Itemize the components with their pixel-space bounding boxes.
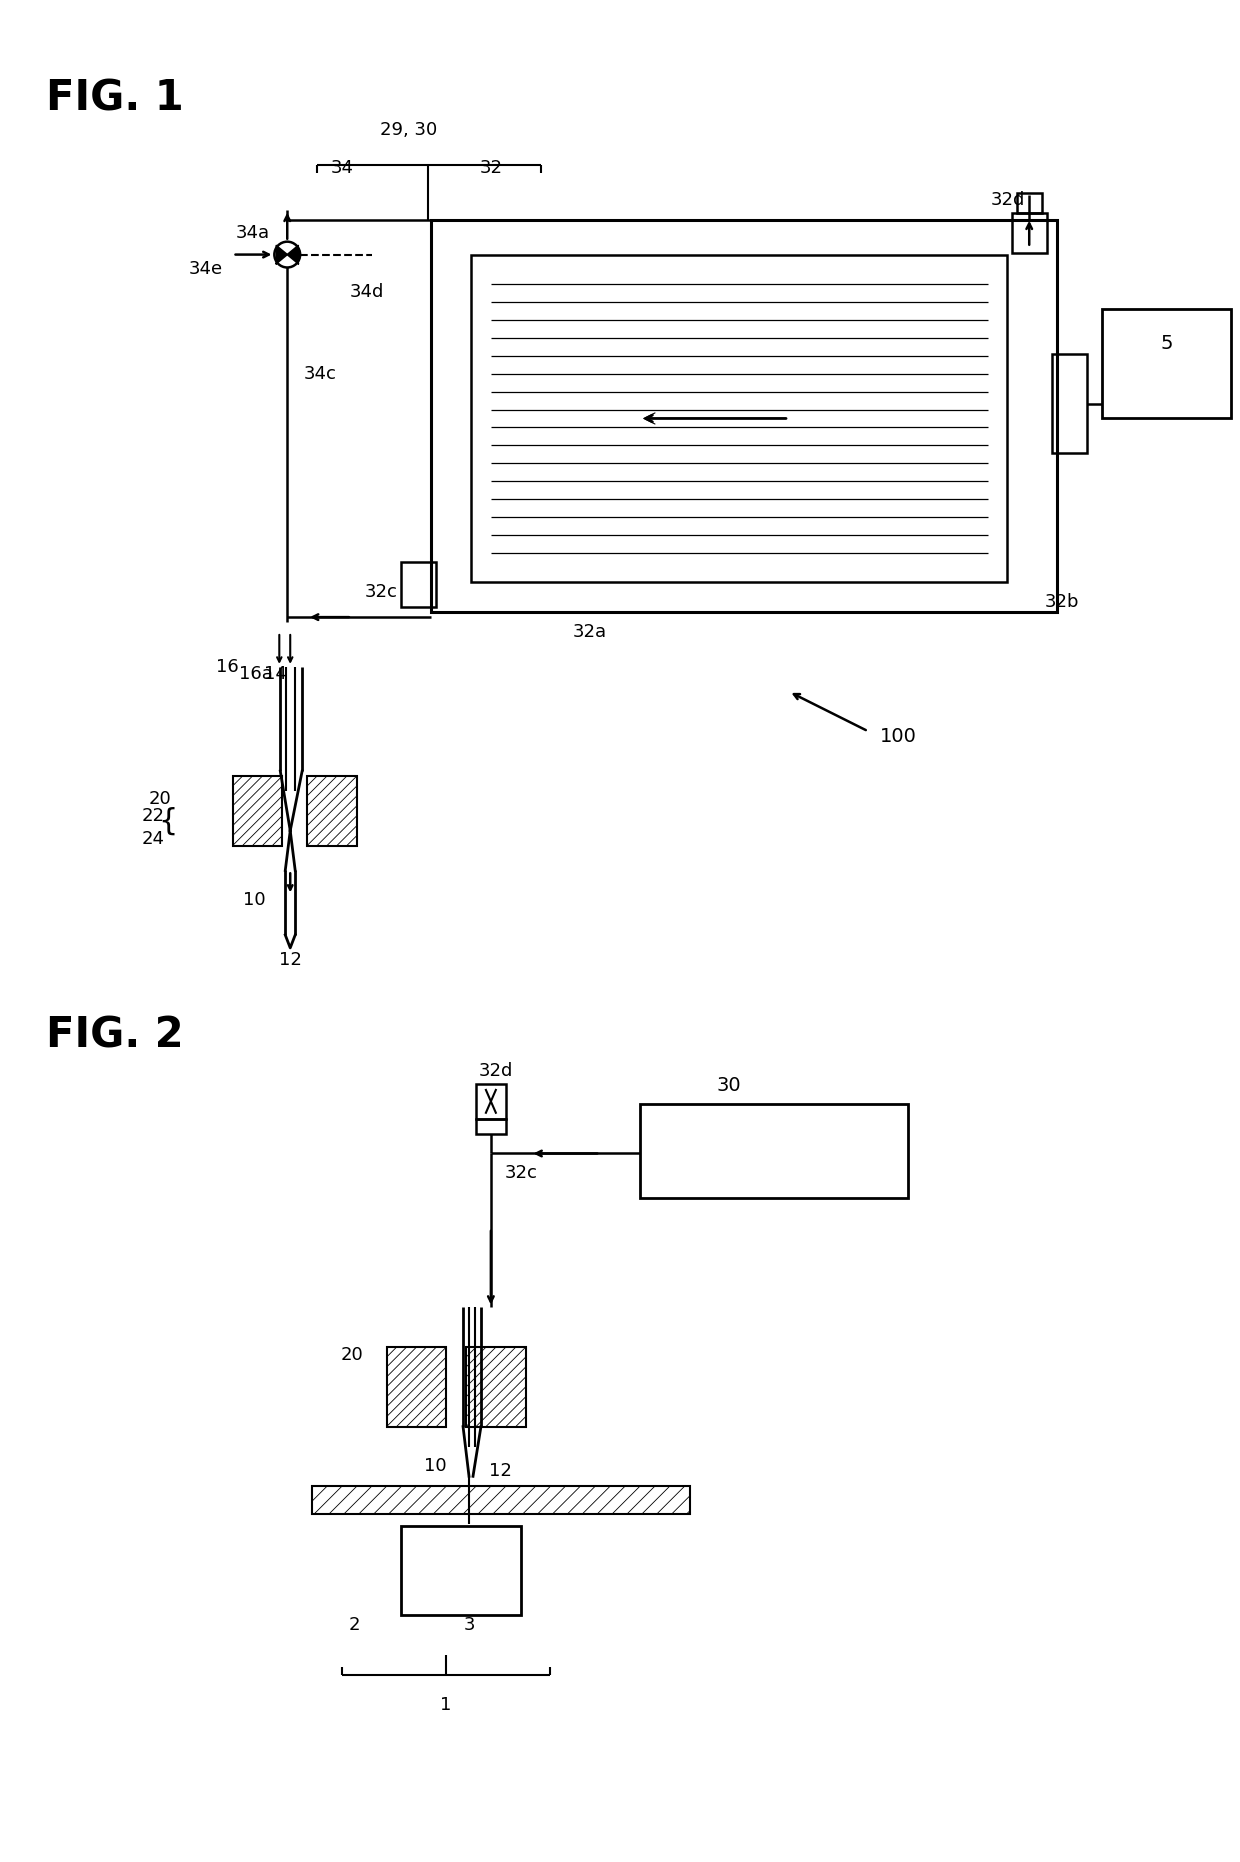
- Text: 30: 30: [717, 1076, 742, 1095]
- Text: 100: 100: [879, 726, 916, 747]
- Text: 29, 30: 29, 30: [379, 121, 436, 140]
- Text: 32b: 32b: [1045, 594, 1079, 611]
- Bar: [233, 776, 283, 845]
- Text: 24: 24: [143, 830, 165, 847]
- Text: 34a: 34a: [236, 223, 269, 242]
- Text: 16a: 16a: [238, 665, 273, 683]
- Text: FIG. 2: FIG. 2: [46, 1015, 184, 1056]
- Text: 34d: 34d: [350, 283, 384, 302]
- Text: 12: 12: [279, 951, 301, 968]
- Text: 10: 10: [424, 1458, 446, 1475]
- Text: 34c: 34c: [304, 365, 336, 384]
- Bar: [471, 255, 1007, 583]
- Text: 32c: 32c: [505, 1164, 537, 1182]
- Text: 32d: 32d: [991, 192, 1024, 209]
- Bar: [432, 220, 1056, 613]
- Text: 20: 20: [341, 1346, 363, 1365]
- Text: 10: 10: [243, 892, 265, 909]
- Text: 22: 22: [143, 806, 165, 825]
- Polygon shape: [288, 246, 299, 264]
- Bar: [1102, 309, 1231, 419]
- Bar: [402, 1527, 521, 1616]
- Bar: [387, 1348, 446, 1426]
- Text: 1: 1: [440, 1696, 451, 1713]
- Bar: [1012, 212, 1047, 253]
- Text: 12: 12: [490, 1462, 512, 1480]
- Bar: [312, 1486, 689, 1514]
- Polygon shape: [277, 246, 288, 264]
- Bar: [466, 1348, 526, 1426]
- Text: 34e: 34e: [188, 261, 223, 279]
- Bar: [402, 562, 436, 607]
- Text: {: {: [159, 806, 179, 836]
- Bar: [640, 1104, 908, 1197]
- Text: 32d: 32d: [479, 1061, 513, 1080]
- Bar: [476, 1119, 506, 1134]
- Text: FIG. 1: FIG. 1: [46, 78, 184, 119]
- Text: 14: 14: [264, 665, 286, 683]
- Text: 34: 34: [330, 158, 353, 177]
- Text: 3: 3: [464, 1616, 475, 1635]
- Text: 5: 5: [1161, 335, 1173, 354]
- Text: 32c: 32c: [365, 583, 398, 601]
- Text: 2: 2: [348, 1616, 361, 1635]
- Text: 16: 16: [216, 657, 239, 676]
- Bar: [1052, 354, 1086, 452]
- Text: 32: 32: [480, 158, 502, 177]
- Bar: [308, 776, 357, 845]
- Bar: [1017, 194, 1042, 212]
- Text: 32a: 32a: [573, 624, 608, 641]
- Bar: [476, 1084, 506, 1119]
- Text: 20: 20: [149, 789, 171, 808]
